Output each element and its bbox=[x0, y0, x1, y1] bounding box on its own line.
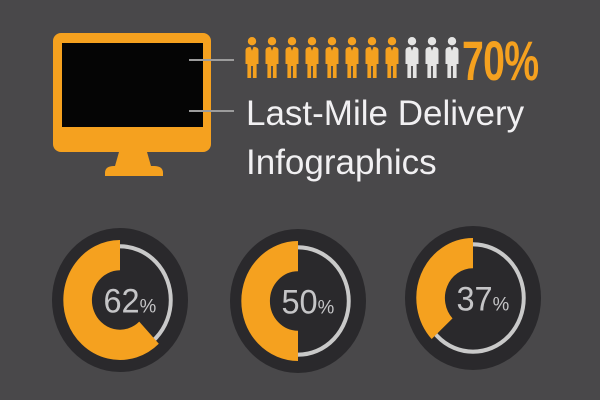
monitor-stand-neck bbox=[115, 152, 151, 166]
person-icon bbox=[285, 37, 299, 78]
callout-line-top bbox=[189, 59, 234, 61]
person-icon bbox=[445, 37, 459, 78]
monitor-stand-base bbox=[105, 166, 163, 176]
pictograph-value-label: 70% bbox=[462, 29, 539, 92]
donut-value-arc bbox=[63, 240, 159, 360]
donut-value-label: 50% bbox=[281, 284, 334, 322]
person-icon bbox=[425, 37, 439, 78]
person-icon bbox=[405, 37, 419, 78]
donut-value-label: 62% bbox=[103, 283, 156, 321]
person-icon bbox=[325, 37, 339, 78]
donut-chart-3: 37% bbox=[404, 225, 542, 371]
donut-chart-svg: 37% bbox=[404, 226, 542, 370]
donut-chart-2: 50% bbox=[229, 228, 367, 374]
people-pictograph bbox=[244, 37, 460, 78]
person-icon bbox=[265, 37, 279, 78]
page-title-line2: Infographics bbox=[246, 143, 437, 182]
callout-line-bottom bbox=[189, 110, 234, 112]
donut-value-arc bbox=[241, 241, 299, 361]
person-icon bbox=[365, 37, 379, 78]
donut-value-arc bbox=[416, 238, 474, 340]
donut-chart-svg: 62% bbox=[51, 228, 189, 372]
monitor-screen bbox=[62, 43, 203, 127]
donut-chart-1: 62% bbox=[51, 227, 189, 373]
donut-chart-svg: 50% bbox=[229, 229, 367, 373]
donut-value-label: 37% bbox=[456, 281, 509, 319]
person-icon bbox=[385, 37, 399, 78]
person-icon bbox=[245, 37, 259, 78]
monitor-icon bbox=[53, 33, 211, 176]
person-icon bbox=[305, 37, 319, 78]
person-icon bbox=[345, 37, 359, 78]
page-title-line1: Last-Mile Delivery bbox=[246, 94, 525, 133]
